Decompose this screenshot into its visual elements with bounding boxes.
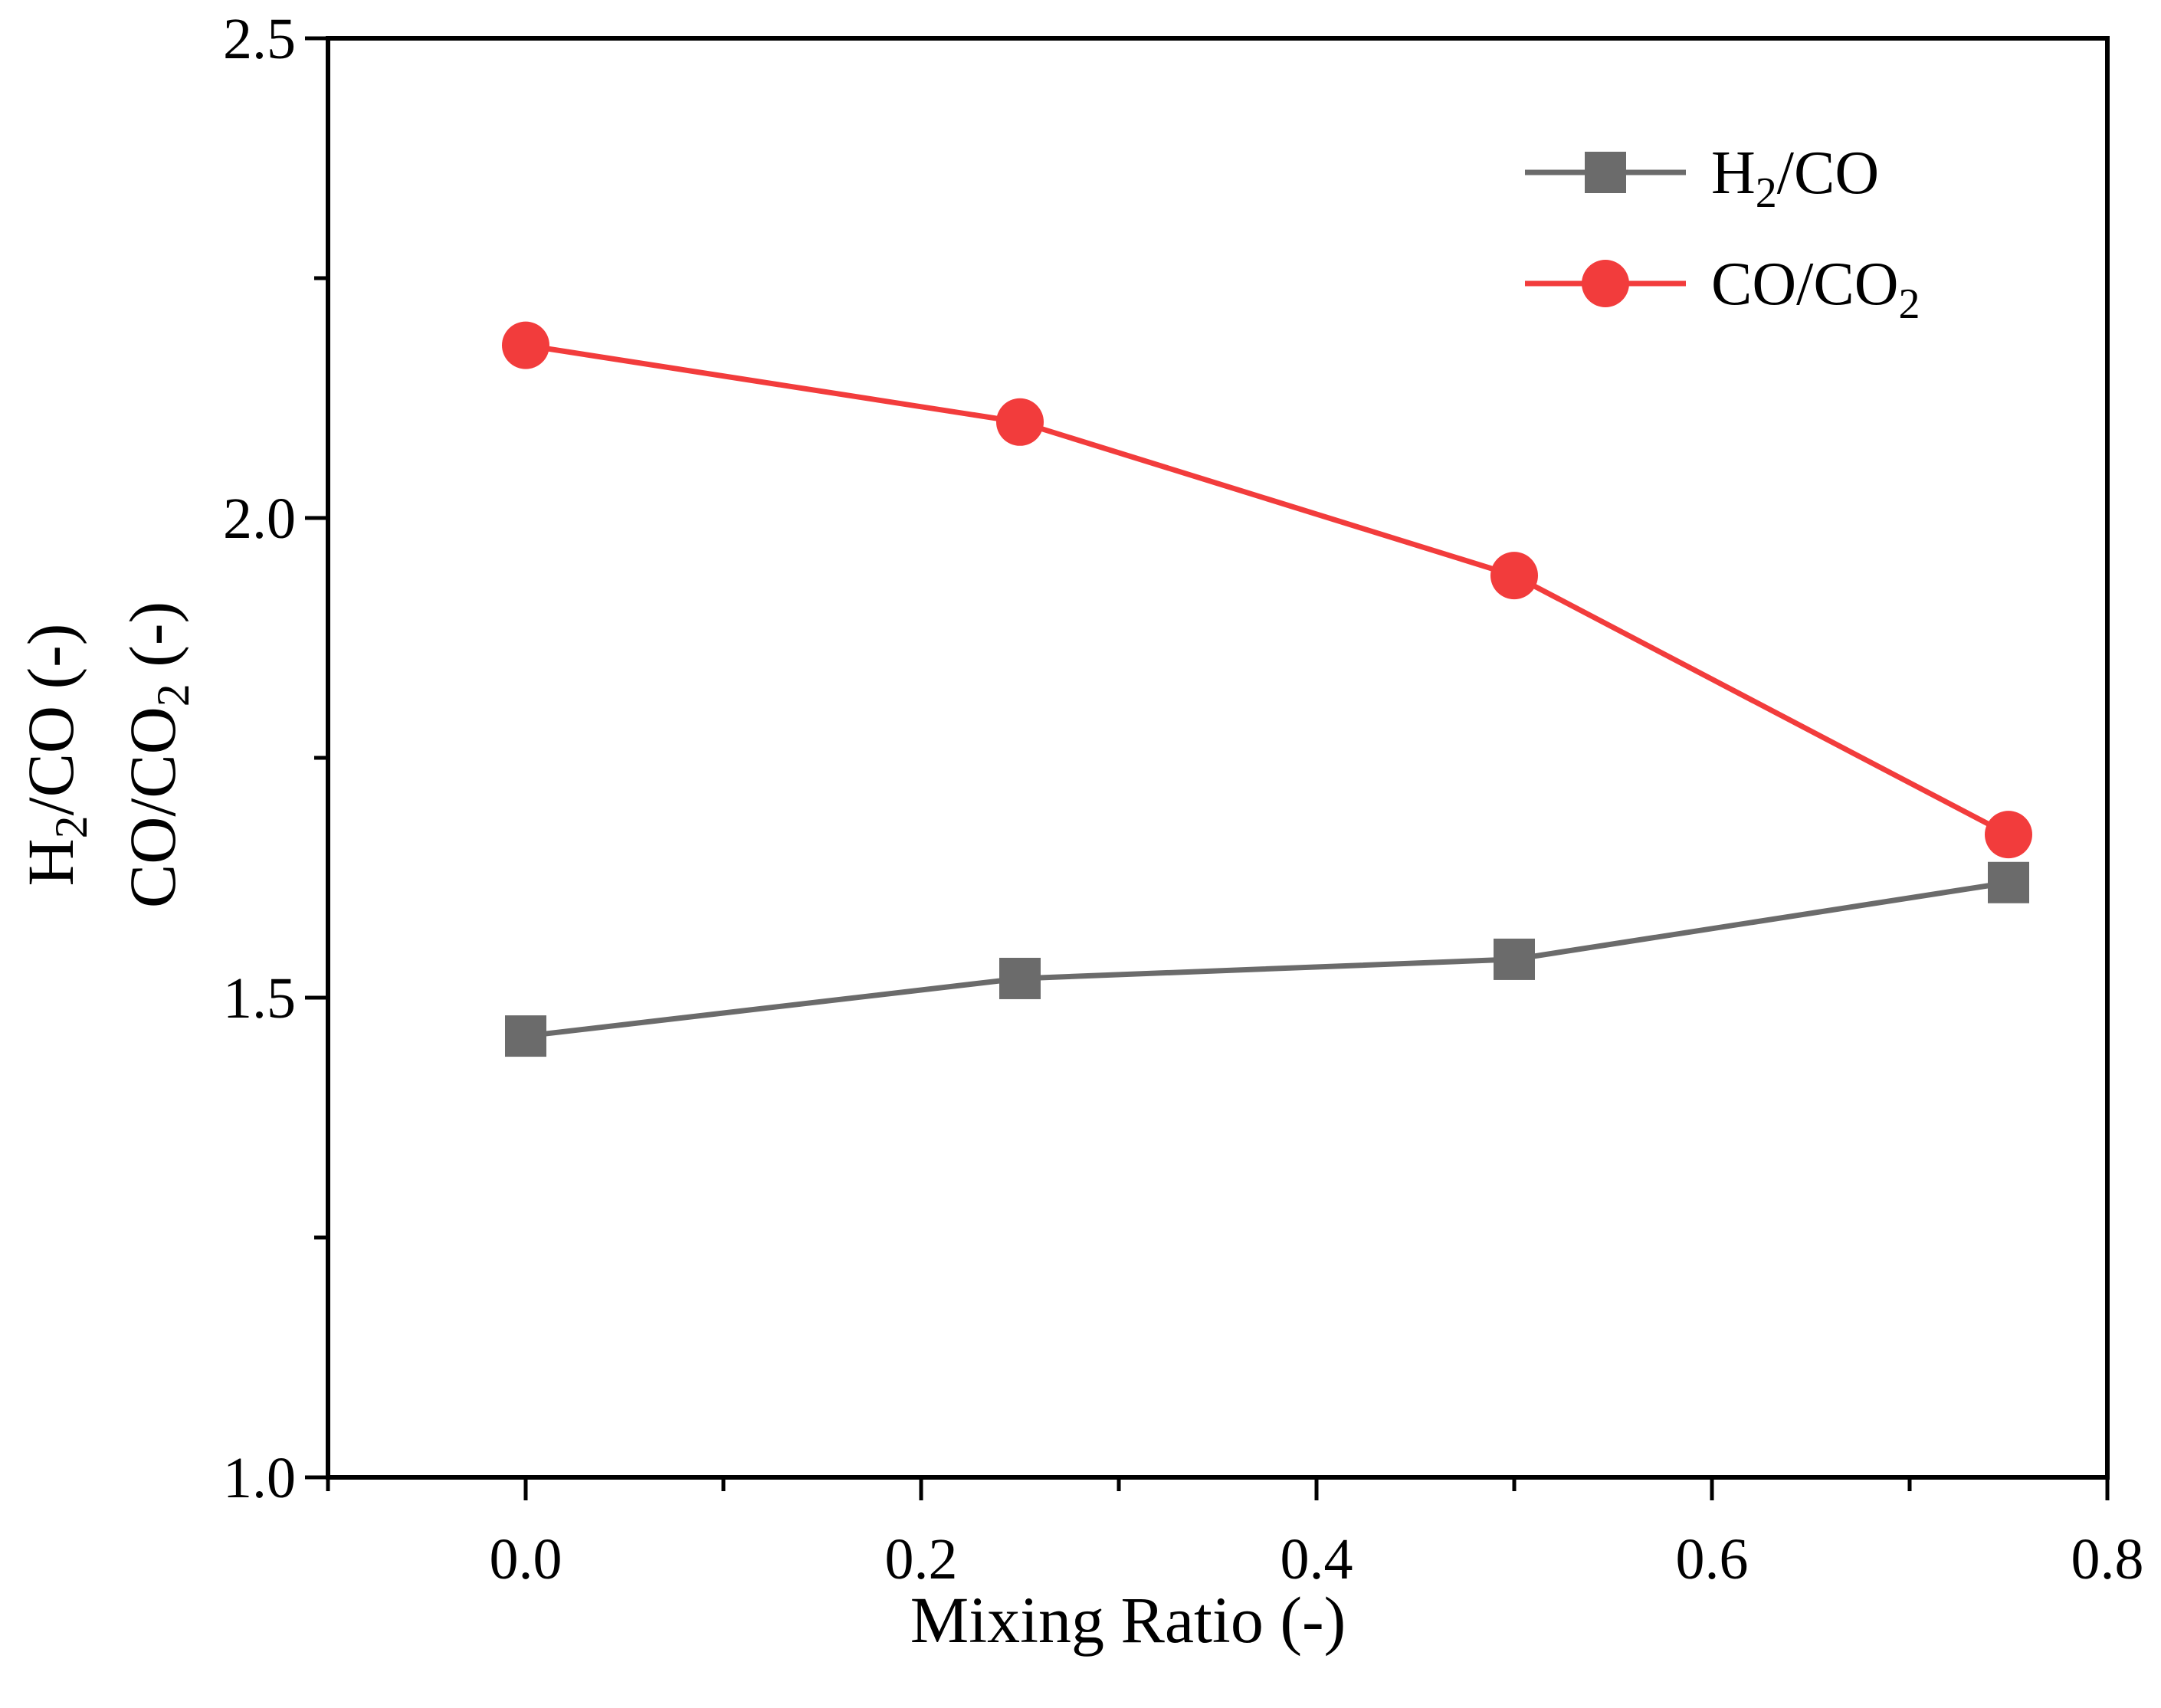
- data-point-coco2: [1490, 552, 1538, 600]
- y-tick-label: 1.0: [223, 1446, 296, 1510]
- series-line-coco2: [525, 343, 2010, 838]
- data-point-coco2: [502, 321, 549, 369]
- legend-marker-h2co: [1585, 152, 1626, 193]
- data-point-h2co: [1988, 861, 2029, 903]
- y-axis-title-line1: H2/CO (-): [14, 624, 97, 887]
- y-axis-title-line2: CO/CO2 (-): [116, 602, 198, 908]
- y-tick-label: 2.0: [223, 487, 296, 551]
- x-tick-label: 0.0: [490, 1527, 562, 1592]
- series-line-h2co: [525, 880, 2009, 1039]
- data-point-h2co: [505, 1015, 546, 1057]
- data-point-coco2: [1985, 811, 2032, 859]
- legend-marker-coco2: [1582, 260, 1629, 307]
- data-point-coco2: [996, 398, 1044, 446]
- legend-label-coco2: CO/CO2: [1711, 251, 1920, 328]
- data-point-h2co: [999, 957, 1041, 999]
- x-axis-title: Mixing Ratio (-): [910, 1583, 1346, 1657]
- legend-entry-coco2: CO/CO2: [1525, 251, 1920, 328]
- y-tick-label: 1.5: [223, 966, 296, 1031]
- legend-label-h2co: H2/CO: [1711, 139, 1879, 217]
- x-tick-label: 0.8: [2071, 1527, 2144, 1592]
- x-tick-label: 0.2: [885, 1527, 958, 1592]
- y-axis-title-2: CO/CO2 (-): [116, 602, 198, 908]
- legend-entry-h2co: H2/CO: [1525, 139, 1879, 217]
- x-tick-label: 0.6: [1676, 1527, 1749, 1592]
- x-tick-label: 0.4: [1281, 1527, 1353, 1592]
- ticks: 0.0 0.2 0.4 0.6 0.8 1.0 1.5 2.0 2.5: [223, 7, 2144, 1592]
- y-axis-title: H2/CO (-): [14, 624, 97, 887]
- series-layer: [502, 321, 2032, 1057]
- y-tick-label: 2.5: [223, 7, 296, 71]
- legend: H2/CO CO/CO2: [1525, 139, 1920, 328]
- data-point-h2co: [1494, 938, 1535, 980]
